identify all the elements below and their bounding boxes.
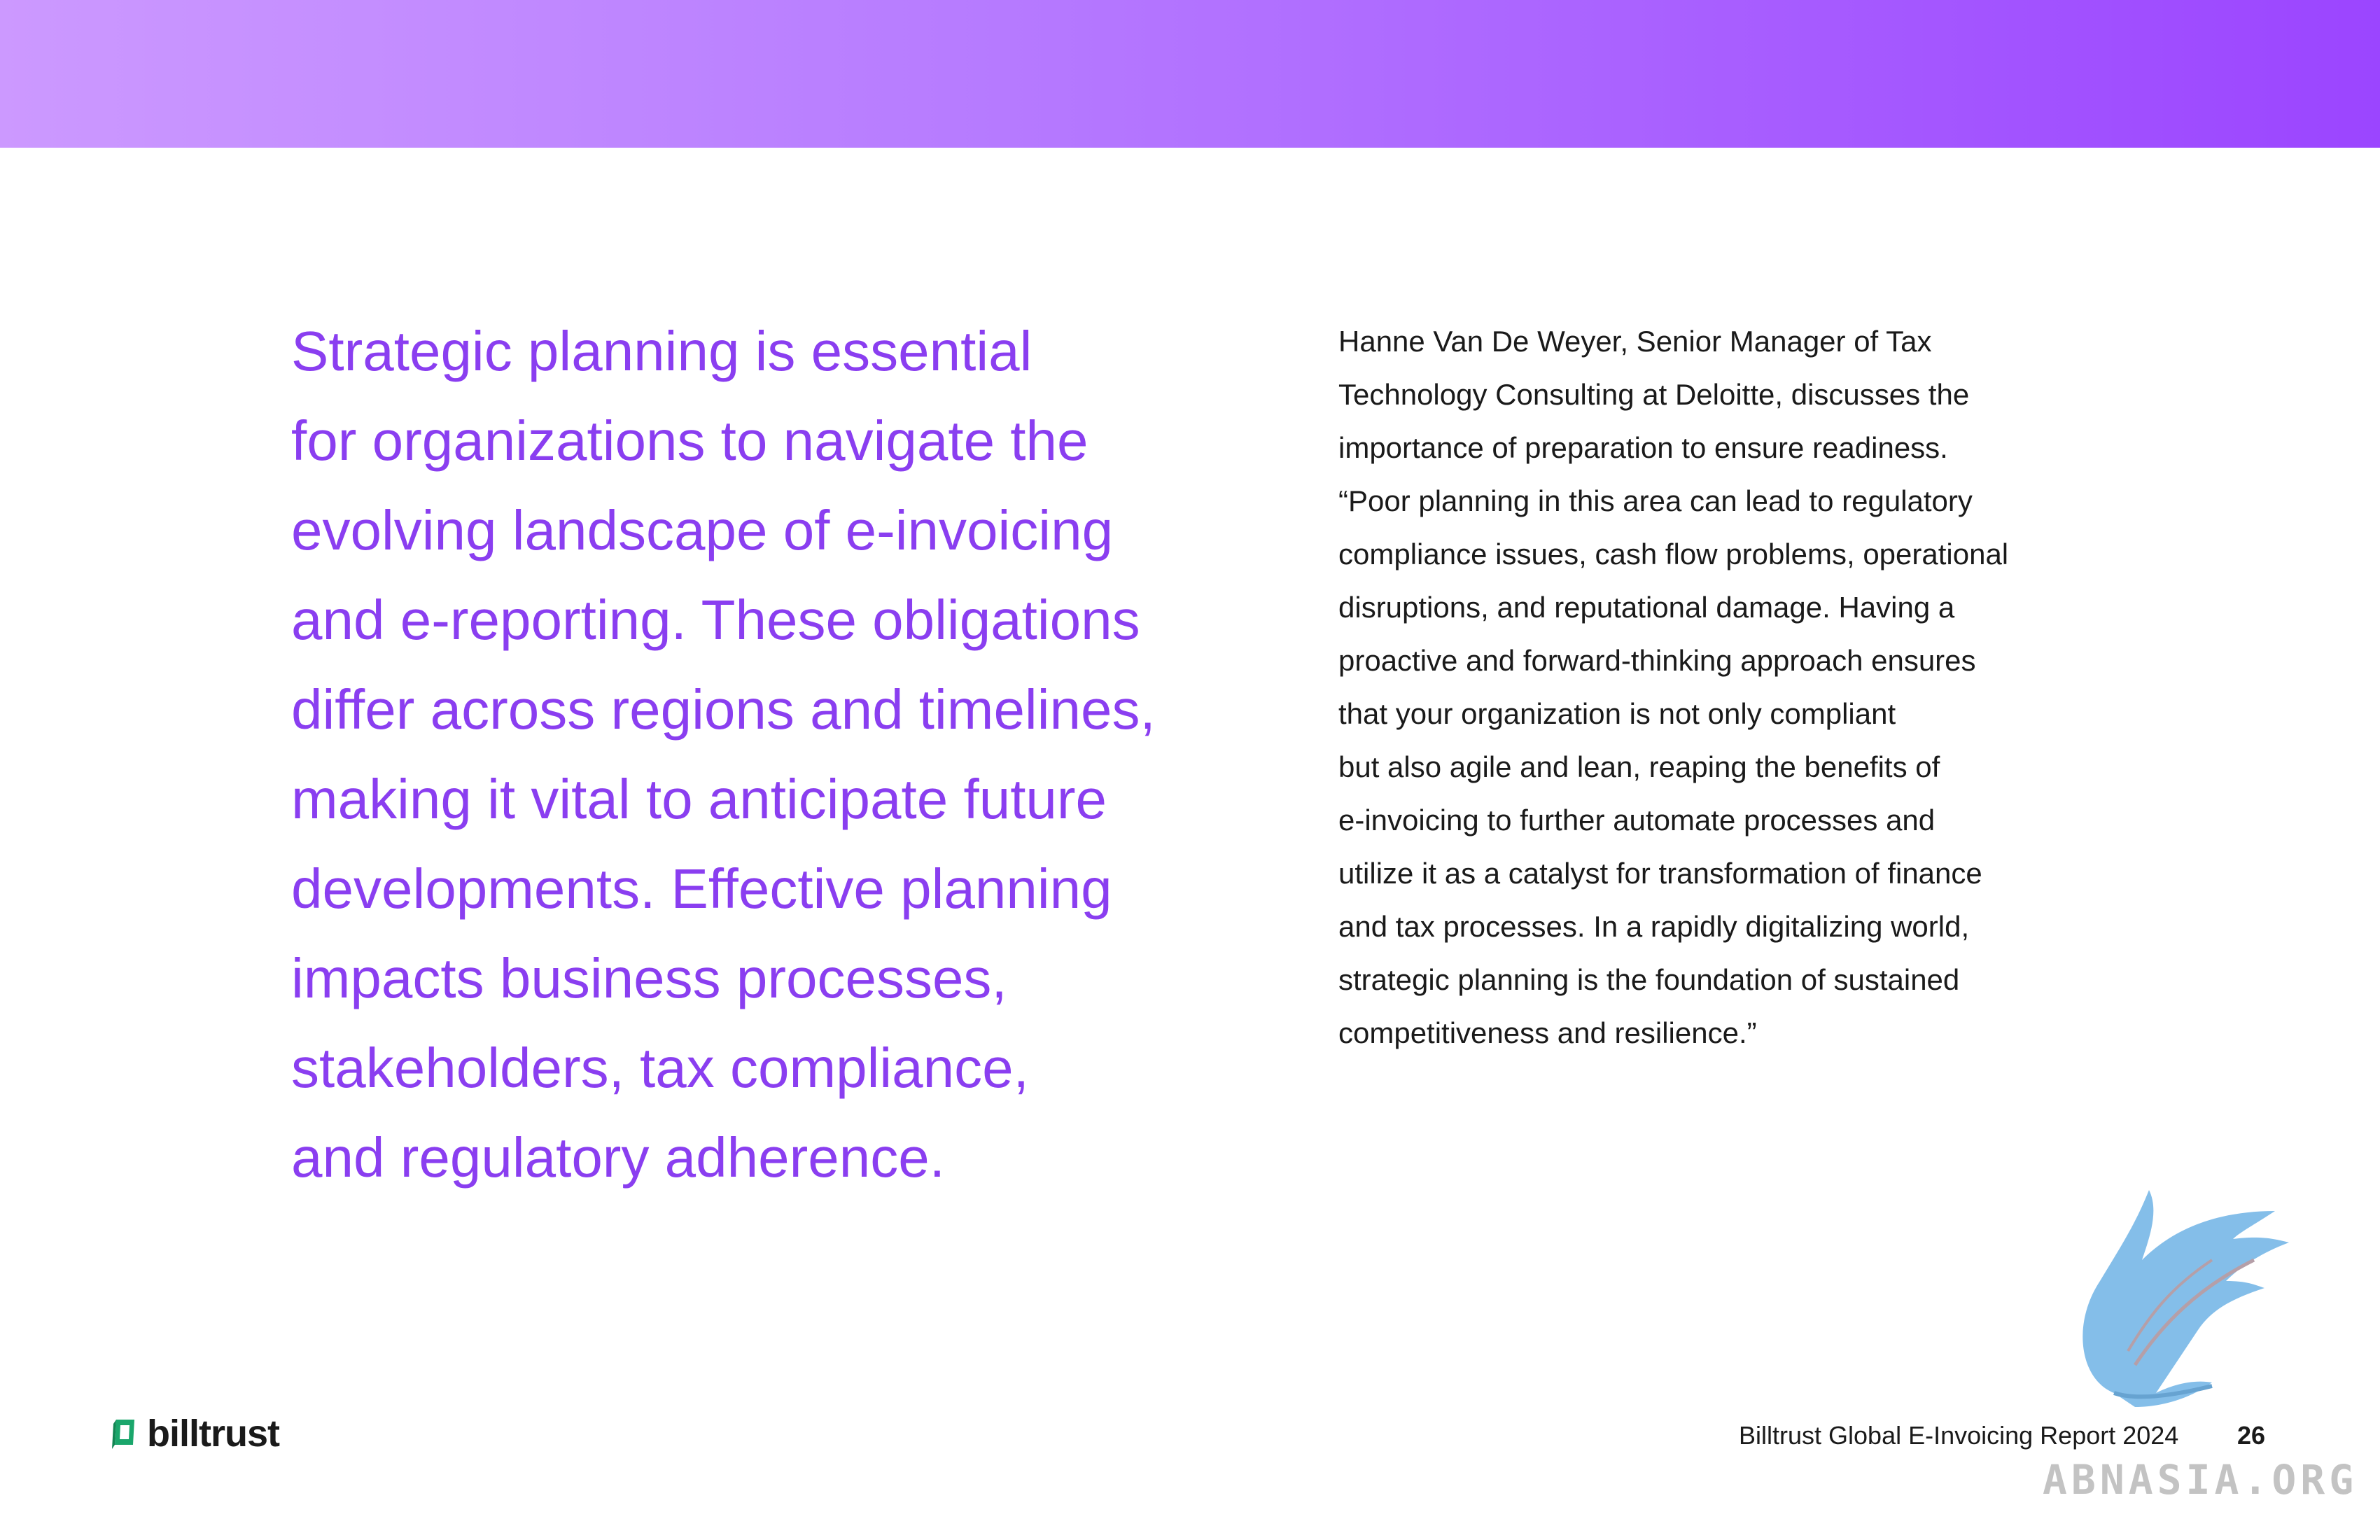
quote-line: importance of preparation to ensure read… (1338, 431, 1948, 464)
headline-line: and e-reporting. These obligations (291, 589, 1140, 651)
quote-line: strategic planning is the foundation of … (1338, 963, 1960, 996)
headline-line: differ across regions and timelines, (291, 678, 1156, 741)
headline-line: impacts business processes, (291, 947, 1007, 1009)
headline-line: Strategic planning is essential (291, 320, 1032, 382)
quote-line: compliance issues, cash flow problems, o… (1338, 538, 2009, 570)
phoenix-icon (2082, 1190, 2289, 1407)
header-gradient-band (0, 0, 2380, 148)
logo-wordmark: billtrust (147, 1413, 280, 1455)
headline: Strategic planning is essential for orga… (291, 307, 1292, 1203)
quote-line: “Poor planning in this area can lead to … (1338, 484, 1973, 517)
quote-line: Technology Consulting at Deloitte, discu… (1338, 378, 1970, 411)
quote-line: and tax processes. In a rapidly digitali… (1338, 910, 1970, 943)
page-number: 26 (2237, 1421, 2266, 1450)
quote-line: competitiveness and resilience.” (1338, 1016, 1757, 1049)
billtrust-mark-icon (112, 1420, 134, 1449)
headline-line: making it vital to anticipate future (291, 768, 1107, 830)
quote-line: Hanne Van De Weyer, Senior Manager of Ta… (1338, 325, 1932, 358)
quote-paragraph: Hanne Van De Weyer, Senior Manager of Ta… (1338, 315, 2108, 1060)
report-title: Billtrust Global E-Invoicing Report 2024 (1739, 1421, 2179, 1450)
quote-line: disruptions, and reputational damage. Ha… (1338, 591, 1955, 624)
headline-line: and regulatory adherence. (291, 1126, 945, 1189)
billtrust-logo: billtrust (111, 1411, 280, 1456)
headline-line: for organizations to navigate the (291, 410, 1088, 472)
quote-line: but also agile and lean, reaping the ben… (1338, 750, 1940, 783)
headline-line: stakeholders, tax compliance, (291, 1037, 1029, 1099)
quote-line: utilize it as a catalyst for transformat… (1338, 857, 1982, 890)
headline-line: evolving landscape of e-invoicing (291, 499, 1114, 561)
headline-line: developments. Effective planning (291, 858, 1112, 920)
quote-line: e-invoicing to further automate processe… (1338, 804, 1935, 836)
quote-line: proactive and forward-thinking approach … (1338, 644, 1976, 677)
watermark-text: ABNASIA.ORG (2043, 1456, 2358, 1504)
quote-line: that your organization is not only compl… (1338, 697, 1896, 730)
